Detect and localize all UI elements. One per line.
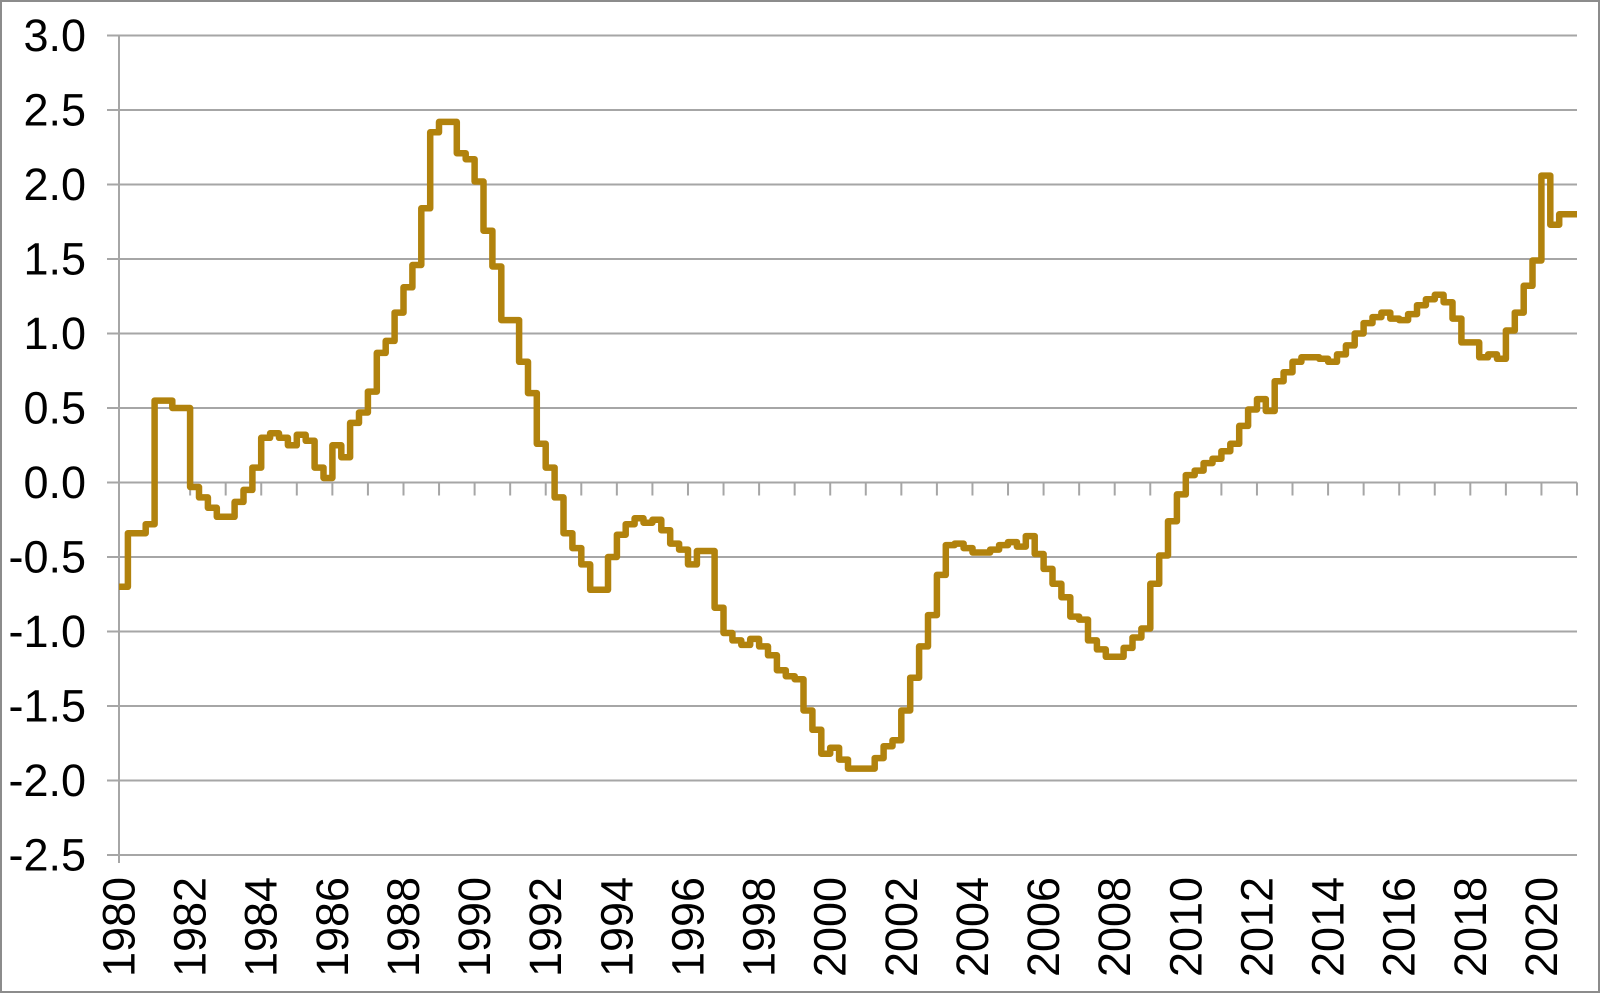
x-axis-tick-label: 1994 xyxy=(591,877,642,977)
data-series-line xyxy=(119,118,1577,772)
x-axis-tick-label: 2008 xyxy=(1089,877,1140,977)
y-axis-tick-label: 0.0 xyxy=(23,457,86,508)
y-axis-tick-label: -0.5 xyxy=(8,532,86,583)
x-axis-tick-label: 2010 xyxy=(1160,877,1211,977)
x-axis-tick-label: 1992 xyxy=(520,877,571,977)
y-axis-tick-label: -1.5 xyxy=(8,681,86,732)
x-axis-tick-label: 1988 xyxy=(378,877,429,977)
y-axis-tick-label: -2.0 xyxy=(8,755,86,806)
y-axis-tick-label: -1.0 xyxy=(8,606,86,657)
x-axis-tick-label: 1982 xyxy=(165,877,216,977)
y-axis-tick-label: 0.5 xyxy=(23,383,86,434)
x-axis-tick-label: 2012 xyxy=(1231,877,1282,977)
y-axis-tick-label: -2.5 xyxy=(8,830,86,881)
x-axis-tick-label: 1990 xyxy=(449,877,500,977)
x-axis-tick-label: 2014 xyxy=(1303,877,1354,977)
y-axis-tick-label: 3.0 xyxy=(23,10,86,61)
y-axis-tick-label: 2.5 xyxy=(23,85,86,136)
x-axis-tick-label: 1986 xyxy=(307,877,358,977)
x-axis-tick-label: 1996 xyxy=(662,877,713,977)
x-axis-tick-label: 1980 xyxy=(94,877,145,977)
x-axis-tick-label: 2004 xyxy=(947,877,998,977)
x-axis-tick-label: 2018 xyxy=(1445,877,1496,977)
x-axis-tick-label: 2016 xyxy=(1374,877,1425,977)
x-axis-tick-label: 2020 xyxy=(1516,877,1567,977)
x-axis-tick-label: 1998 xyxy=(734,877,785,977)
y-axis-tick-label: 1.0 xyxy=(23,308,86,359)
x-axis-tick-label: 2006 xyxy=(1018,877,1069,977)
y-axis-tick-label: 1.5 xyxy=(23,234,86,285)
y-axis-tick-label: 2.0 xyxy=(23,159,86,210)
x-axis-tick-label: 2000 xyxy=(805,877,856,977)
x-axis-tick-label: 1984 xyxy=(236,877,287,977)
x-axis-tick-label: 2002 xyxy=(876,877,927,977)
